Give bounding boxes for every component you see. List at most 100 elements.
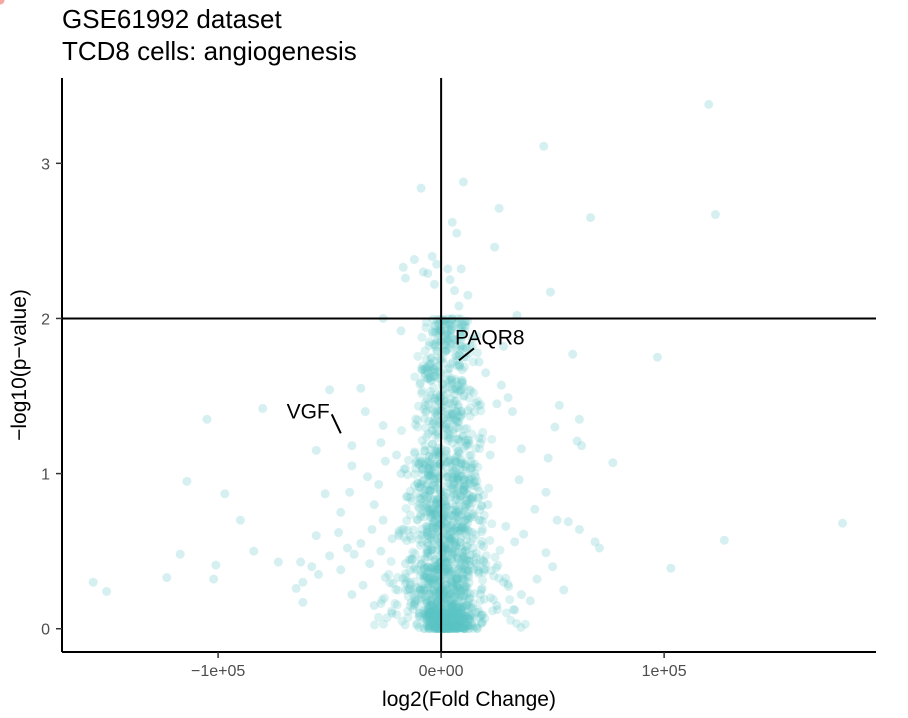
y-tick-label: 3 bbox=[41, 156, 50, 173]
data-point bbox=[443, 589, 453, 599]
data-point bbox=[460, 526, 470, 536]
data-point bbox=[433, 498, 443, 508]
data-point bbox=[467, 498, 477, 508]
data-point bbox=[445, 615, 455, 625]
data-point bbox=[440, 400, 450, 410]
data-point bbox=[432, 545, 442, 555]
data-point bbox=[448, 429, 458, 439]
data-point bbox=[426, 563, 436, 573]
data-point bbox=[465, 615, 475, 625]
data-point bbox=[404, 583, 414, 593]
data-point bbox=[428, 439, 438, 449]
data-point bbox=[490, 242, 500, 252]
data-point bbox=[428, 523, 438, 533]
data-point bbox=[424, 416, 434, 426]
data-point bbox=[457, 523, 467, 533]
data-point bbox=[465, 560, 475, 570]
data-point bbox=[379, 593, 389, 603]
data-point bbox=[424, 399, 434, 409]
data-point bbox=[446, 374, 456, 384]
data-point bbox=[440, 624, 450, 634]
data-point bbox=[471, 471, 481, 481]
data-point bbox=[443, 478, 453, 488]
data-point bbox=[435, 326, 445, 336]
data-point bbox=[475, 505, 485, 515]
data-point bbox=[444, 608, 454, 618]
data-point bbox=[356, 538, 366, 548]
data-point bbox=[499, 577, 509, 587]
data-point bbox=[460, 585, 470, 595]
data-point bbox=[447, 556, 457, 566]
data-point bbox=[466, 612, 476, 622]
data-point bbox=[461, 441, 471, 451]
data-point bbox=[471, 553, 481, 563]
data-point bbox=[430, 622, 440, 632]
data-point bbox=[430, 619, 440, 629]
data-point bbox=[373, 612, 383, 622]
data-point bbox=[452, 609, 462, 619]
data-point bbox=[320, 489, 330, 499]
data-point bbox=[449, 396, 459, 406]
data-point bbox=[459, 501, 469, 511]
data-point bbox=[516, 590, 526, 600]
data-point bbox=[421, 612, 431, 622]
data-point bbox=[413, 479, 423, 489]
data-point bbox=[448, 518, 458, 528]
data-point bbox=[466, 386, 476, 396]
data-point bbox=[403, 585, 413, 595]
data-point bbox=[429, 585, 439, 595]
data-point bbox=[455, 585, 465, 595]
data-point bbox=[420, 585, 430, 595]
data-point bbox=[447, 376, 457, 386]
data-point bbox=[464, 556, 474, 566]
data-point bbox=[441, 422, 451, 432]
data-point bbox=[425, 573, 435, 583]
data-point bbox=[421, 457, 431, 467]
data-point bbox=[446, 596, 456, 606]
data-point bbox=[473, 348, 483, 358]
data-point bbox=[586, 213, 596, 223]
data-point bbox=[446, 359, 456, 369]
data-point bbox=[452, 384, 462, 394]
data-point bbox=[425, 459, 435, 469]
data-point bbox=[459, 561, 469, 571]
data-point bbox=[429, 574, 439, 584]
data-point bbox=[416, 512, 426, 522]
data-point bbox=[427, 453, 437, 463]
data-point bbox=[451, 610, 461, 620]
data-point bbox=[459, 624, 469, 634]
data-point bbox=[496, 380, 506, 390]
data-point bbox=[457, 574, 467, 584]
data-point bbox=[447, 343, 457, 353]
data-point bbox=[449, 592, 459, 602]
data-point bbox=[423, 610, 433, 620]
data-point bbox=[423, 566, 433, 576]
data-point bbox=[432, 410, 442, 420]
data-point bbox=[459, 618, 469, 628]
data-point bbox=[461, 541, 471, 551]
data-point bbox=[424, 540, 434, 550]
data-point bbox=[465, 589, 475, 599]
data-point bbox=[453, 613, 463, 623]
data-point bbox=[465, 411, 475, 421]
data-point bbox=[403, 613, 413, 623]
data-point bbox=[471, 548, 481, 558]
data-point bbox=[552, 515, 562, 525]
data-point bbox=[453, 434, 463, 444]
data-point bbox=[442, 621, 452, 631]
data-point bbox=[428, 565, 438, 575]
data-point bbox=[473, 462, 483, 472]
data-point bbox=[451, 621, 461, 631]
data-point bbox=[432, 446, 442, 456]
data-point bbox=[417, 559, 427, 569]
data-point bbox=[423, 583, 433, 593]
data-point bbox=[424, 472, 434, 482]
data-point bbox=[424, 620, 434, 630]
data-point bbox=[452, 623, 462, 633]
data-point bbox=[445, 613, 455, 623]
data-point bbox=[358, 580, 368, 590]
data-point bbox=[490, 552, 500, 562]
data-point bbox=[423, 538, 433, 548]
data-point bbox=[541, 548, 551, 558]
data-point bbox=[423, 268, 433, 278]
